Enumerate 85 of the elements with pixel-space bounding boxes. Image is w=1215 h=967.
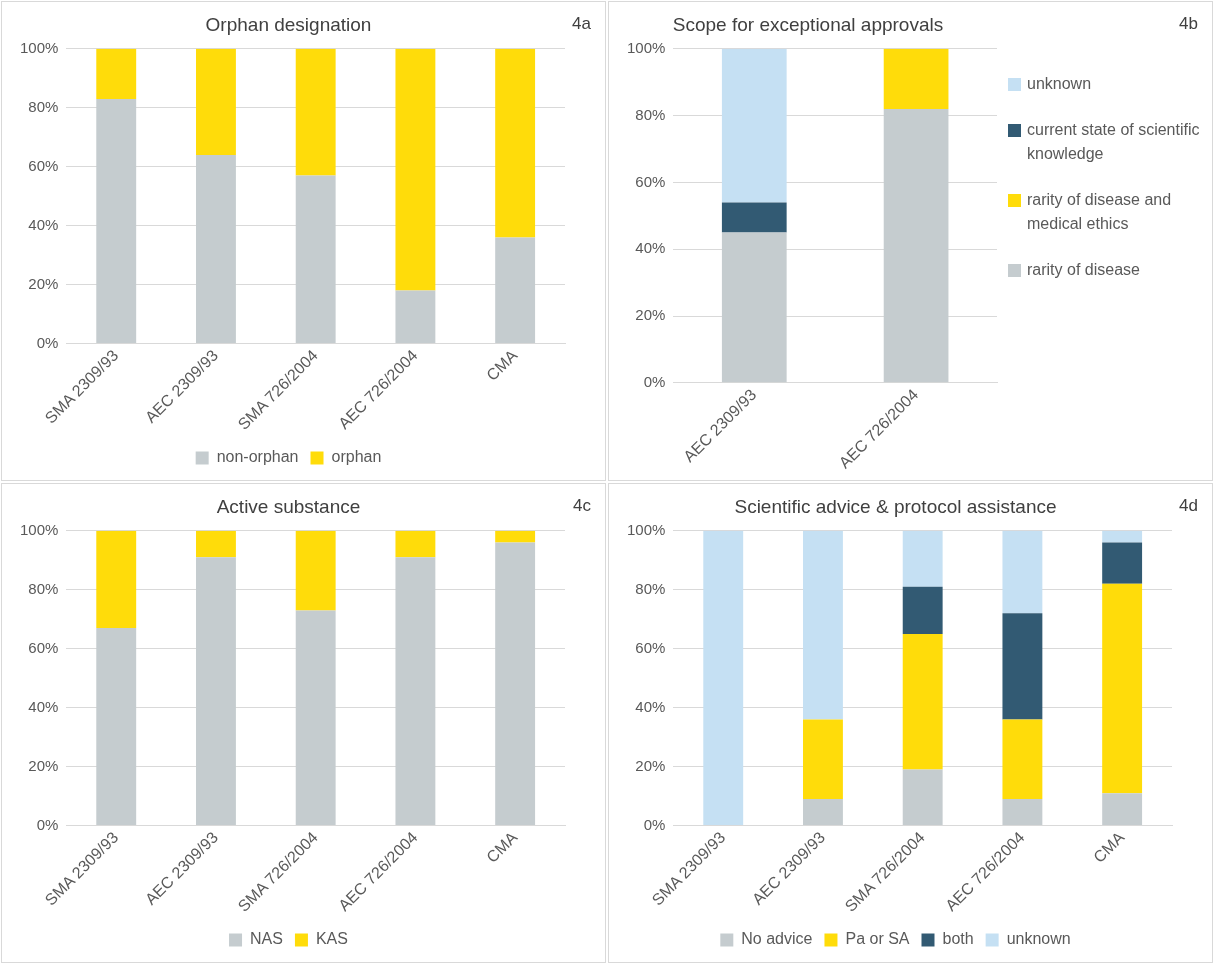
y-tick-label: 100% xyxy=(19,38,59,56)
chart-title: Orphan designation xyxy=(205,13,372,35)
y-tick-label: 80% xyxy=(28,97,59,115)
bar xyxy=(902,633,943,770)
y-tick-label: 80% xyxy=(635,105,666,123)
y-tick-label: 60% xyxy=(635,638,666,656)
bar xyxy=(96,530,137,629)
chart-title: Scientific advice & protocol assistance xyxy=(734,495,1057,517)
bar xyxy=(883,48,949,109)
text: 4a xyxy=(572,14,592,34)
y-tick-label: 100% xyxy=(626,38,666,56)
bar xyxy=(495,237,536,344)
bar xyxy=(721,202,787,233)
bar xyxy=(803,719,843,800)
legend-label: unknown xyxy=(1006,930,1071,948)
legend-label: NAS xyxy=(250,930,283,948)
y-tick-label: 60% xyxy=(635,172,666,190)
bar xyxy=(96,628,137,826)
bar xyxy=(295,48,336,176)
bar xyxy=(803,799,843,826)
bar xyxy=(703,530,744,826)
bar xyxy=(721,232,787,383)
bar xyxy=(196,530,236,558)
bar xyxy=(196,557,236,826)
bar xyxy=(196,154,236,344)
bar xyxy=(1002,799,1043,826)
bar xyxy=(721,48,787,203)
legend-label: non-orphan xyxy=(216,448,299,466)
y-tick-label: 0% xyxy=(643,815,666,833)
bar xyxy=(1002,530,1043,614)
y-tick-label: 60% xyxy=(28,156,59,174)
legend-label: orphan xyxy=(331,448,382,466)
legend-label: No advice xyxy=(741,930,813,948)
legend-label: Pa or SA xyxy=(845,930,910,948)
y-tick-label: 20% xyxy=(635,756,666,774)
bar xyxy=(902,586,943,634)
bar xyxy=(495,48,536,238)
bar xyxy=(1102,793,1143,826)
bar xyxy=(96,98,137,344)
bar xyxy=(96,48,137,99)
bar xyxy=(1002,719,1043,800)
y-tick-label: 40% xyxy=(28,697,59,715)
bar xyxy=(883,108,949,383)
bar xyxy=(295,530,336,611)
legend-label: rarity of disease and medical ethics xyxy=(1027,190,1173,234)
y-tick-label: 60% xyxy=(28,638,59,656)
bar xyxy=(495,542,536,826)
chart-title: Active substance xyxy=(216,495,361,517)
bar xyxy=(1102,530,1143,543)
bar xyxy=(495,530,536,543)
bar xyxy=(196,48,236,155)
y-tick-label: 40% xyxy=(635,239,666,257)
y-tick-label: 0% xyxy=(36,333,59,351)
legend-label: both xyxy=(942,930,974,948)
legend-label: rarity of disease xyxy=(1027,260,1140,280)
y-tick-label: 0% xyxy=(36,815,59,833)
legend-label: current state of scientific knowledge xyxy=(1027,120,1201,164)
y-tick-label: 80% xyxy=(635,579,666,597)
bar xyxy=(395,48,436,291)
text: 4c xyxy=(573,496,592,516)
y-tick-label: 80% xyxy=(28,579,59,597)
bar xyxy=(395,530,436,558)
y-tick-label: 20% xyxy=(28,756,59,774)
y-tick-label: 100% xyxy=(626,520,666,538)
chart-title: Scope for exceptional approvals xyxy=(672,13,944,35)
bar xyxy=(803,530,843,720)
y-tick-label: 100% xyxy=(19,520,59,538)
legend-label: KAS xyxy=(315,930,348,948)
bar xyxy=(1002,613,1043,720)
text: 4b xyxy=(1179,14,1198,34)
y-tick-label: 0% xyxy=(643,372,666,390)
bar xyxy=(395,557,436,826)
legend-label: unknown xyxy=(1027,74,1092,94)
bar xyxy=(902,530,943,587)
text: 4d xyxy=(1179,496,1198,516)
y-tick-label: 20% xyxy=(635,306,666,324)
y-tick-label: 40% xyxy=(28,215,59,233)
bar xyxy=(902,769,943,826)
bar xyxy=(1102,542,1143,584)
bar xyxy=(295,610,336,826)
y-tick-label: 40% xyxy=(635,697,666,715)
bar xyxy=(295,175,336,344)
bar xyxy=(1102,583,1143,794)
y-tick-label: 20% xyxy=(28,274,59,292)
bar xyxy=(395,290,436,344)
